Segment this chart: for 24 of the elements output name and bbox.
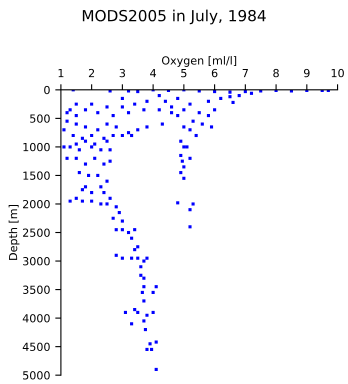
x-tick-label: 2	[88, 68, 94, 78]
x-axis-title: Oxygen [ml/l]	[162, 56, 236, 67]
x-tick-label: 3	[120, 68, 126, 78]
x-tick-label: 8	[273, 68, 279, 78]
y-tick-label: 2000	[23, 200, 50, 208]
y-tick-label: 4000	[22, 314, 50, 322]
y-tick-label: 3500	[23, 286, 50, 294]
y-tick-label: 2500	[23, 228, 50, 237]
y-tick-label: 500	[30, 114, 50, 123]
y-tick-label: 1500	[23, 171, 50, 180]
x-tick-label: 4	[150, 69, 156, 78]
x-tick-label: 5	[181, 69, 186, 78]
x-tick-label: 7	[242, 69, 248, 78]
y-tick-label: 4500	[22, 342, 50, 352]
y-tick-label: 5000	[23, 371, 50, 380]
x-tick-label: 6	[212, 68, 218, 78]
x-tick-label: 9	[304, 68, 310, 78]
y-axis-title: Depth [m]	[8, 205, 20, 260]
x-tick-label: 10	[332, 68, 344, 78]
x-tick-label: 1	[58, 69, 64, 78]
y-tick-label: 1000	[23, 142, 50, 152]
chart-title: MODS2005 in July, 1984	[82, 10, 266, 24]
y-tick-label: 3000	[23, 257, 50, 266]
y-tick-label: 0	[44, 86, 50, 94]
